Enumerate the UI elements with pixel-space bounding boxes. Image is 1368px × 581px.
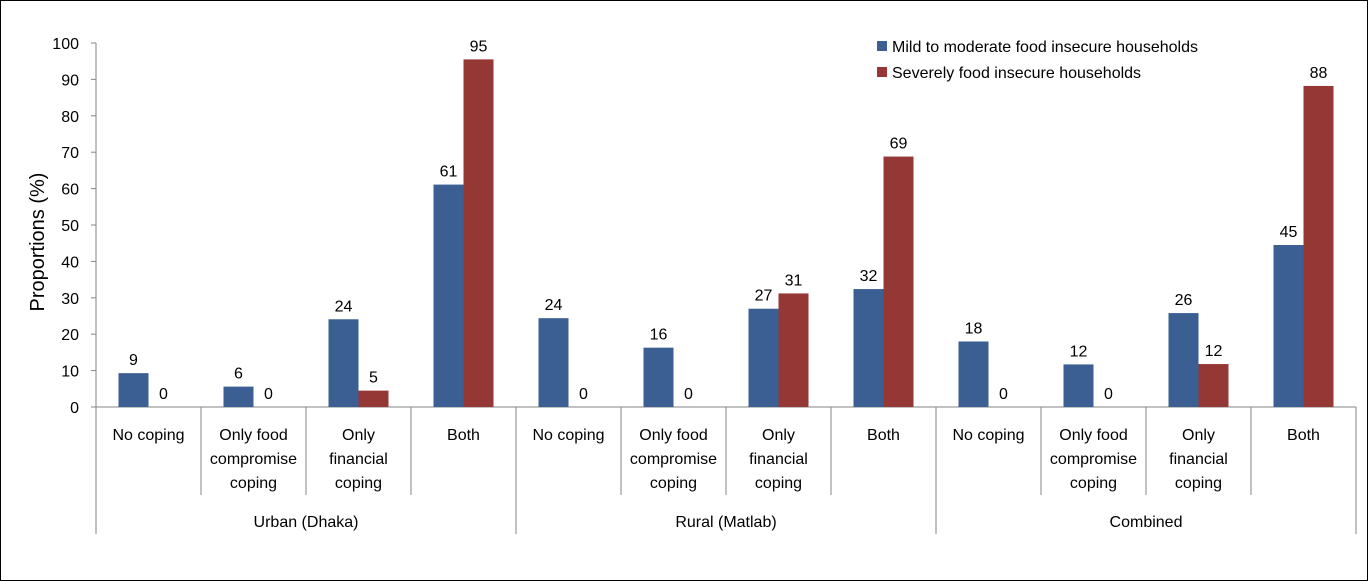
- bar-severe: [883, 156, 914, 407]
- data-label: 16: [650, 327, 668, 344]
- data-label: 95: [470, 38, 488, 55]
- group-label: Rural (Matlab): [675, 514, 776, 531]
- data-labels: 9 6 24 61 24 16 27 32 18 12 26 45 0 0 5 95 0 0 31 69 0 0 12 88: [129, 38, 1327, 403]
- x-axis-labels: No coping Only food compromise coping Only fi…: [112, 427, 1319, 531]
- category-label: compromise: [1050, 451, 1137, 468]
- category-label: Only food: [1059, 427, 1127, 444]
- category-label: Both: [867, 427, 900, 444]
- group-label: Combined: [1110, 514, 1183, 531]
- y-tick-label: 0: [70, 400, 79, 417]
- bar-mild-moderate: [643, 347, 674, 407]
- bar-severe: [358, 390, 389, 407]
- data-label: 12: [1070, 343, 1088, 360]
- y-tick-label: 60: [61, 182, 79, 199]
- bar-severe: [778, 293, 809, 407]
- category-label: No coping: [112, 427, 184, 444]
- category-label: financial: [1169, 451, 1228, 468]
- legend-swatch-severe: [877, 67, 887, 77]
- bars: [118, 59, 1334, 408]
- data-label: 5: [369, 370, 378, 387]
- y-tick-label: 70: [61, 145, 79, 162]
- y-tick-label: 20: [61, 327, 79, 344]
- data-label: 0: [579, 386, 588, 403]
- y-axis-title: Proportions (%): [27, 173, 49, 312]
- data-label: 0: [1104, 386, 1113, 403]
- data-label: 69: [890, 136, 908, 153]
- bar-mild-moderate: [538, 318, 569, 407]
- bar-mild-moderate: [853, 289, 884, 407]
- category-label: coping: [755, 475, 802, 492]
- y-tick-label: 100: [52, 36, 79, 53]
- category-label: financial: [329, 451, 388, 468]
- bar-mild-moderate: [748, 308, 779, 407]
- legend-label-mild: Mild to moderate food insecure household…: [892, 39, 1198, 56]
- bar-severe: [1303, 85, 1334, 408]
- y-tick-label: 30: [61, 291, 79, 308]
- data-label: 12: [1205, 343, 1223, 360]
- legend-label-severe: Severely food insecure households: [892, 65, 1141, 82]
- category-label: coping: [1175, 475, 1222, 492]
- bar-severe: [463, 59, 494, 407]
- y-tick-label: 80: [61, 109, 79, 126]
- y-tick-label: 90: [61, 72, 79, 89]
- group-label: Urban (Dhaka): [254, 514, 359, 531]
- data-label: 61: [440, 164, 458, 181]
- bar-mild-moderate: [1273, 245, 1304, 407]
- bar-mild-moderate: [1063, 364, 1094, 407]
- category-label: coping: [335, 475, 382, 492]
- bar-mild-moderate: [118, 373, 149, 407]
- data-label: 26: [1175, 292, 1193, 309]
- data-label: 6: [234, 366, 243, 383]
- y-tick-label: 40: [61, 254, 79, 271]
- category-label: Only: [762, 427, 795, 444]
- y-tick-label: 50: [61, 218, 79, 235]
- bar-mild-moderate: [433, 184, 464, 407]
- data-label: 18: [965, 320, 983, 337]
- data-label: 32: [860, 268, 878, 285]
- category-label: No coping: [532, 427, 604, 444]
- data-label: 0: [264, 386, 273, 403]
- category-label: Only: [342, 427, 375, 444]
- category-label: Both: [1287, 427, 1320, 444]
- data-label: 9: [129, 352, 138, 369]
- bar-mild-moderate: [1168, 313, 1199, 407]
- category-label: compromise: [630, 451, 717, 468]
- category-label: Only food: [219, 427, 287, 444]
- data-label: 45: [1280, 224, 1298, 241]
- data-label: 24: [335, 298, 353, 315]
- y-tick-label: 10: [61, 364, 79, 381]
- category-label: Only food: [639, 427, 707, 444]
- category-label: Only: [1182, 427, 1215, 444]
- bar-mild-moderate: [328, 319, 359, 407]
- bar-mild-moderate: [958, 341, 989, 407]
- data-label: 88: [1310, 65, 1328, 82]
- category-label: coping: [650, 475, 697, 492]
- bar-severe: [1198, 364, 1229, 407]
- legend-swatch-mild: [877, 41, 887, 51]
- data-label: 0: [159, 386, 168, 403]
- bar-mild-moderate: [223, 386, 254, 407]
- category-label: No coping: [952, 427, 1024, 444]
- category-label: Both: [447, 427, 480, 444]
- data-label: 0: [684, 386, 693, 403]
- category-label: compromise: [210, 451, 297, 468]
- data-label: 31: [785, 272, 803, 289]
- category-label: coping: [1070, 475, 1117, 492]
- category-label: coping: [230, 475, 277, 492]
- data-label: 24: [545, 297, 563, 314]
- category-label: financial: [749, 451, 808, 468]
- data-label: 0: [999, 386, 1008, 403]
- legend: Mild to moderate food insecure household…: [877, 39, 1198, 82]
- data-label: 27: [755, 288, 773, 305]
